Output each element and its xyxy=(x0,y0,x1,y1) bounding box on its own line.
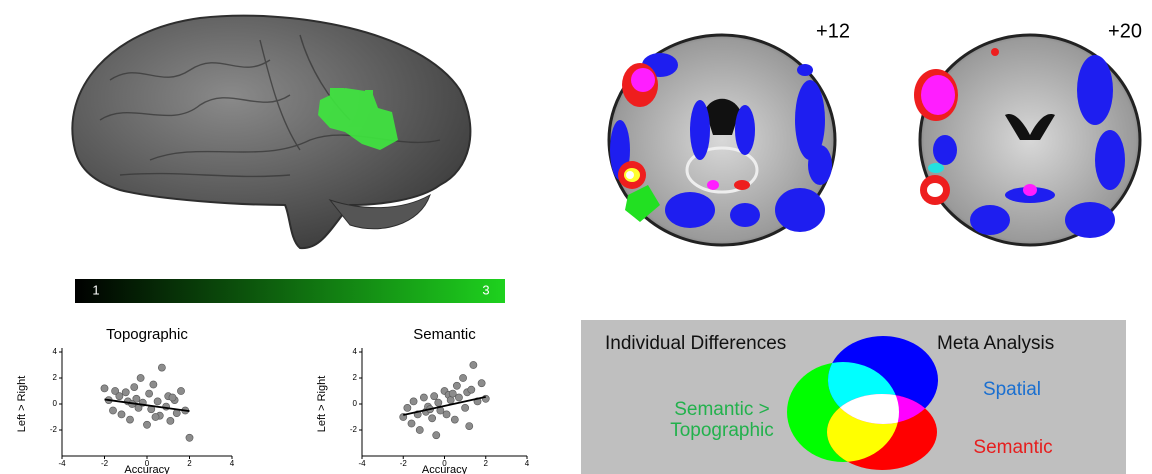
data-point xyxy=(151,413,160,421)
y-tick-label: -2 xyxy=(50,425,58,434)
x-tick-label: -4 xyxy=(58,459,66,468)
x-tick-label: 4 xyxy=(525,459,530,468)
data-point xyxy=(448,389,457,398)
data-point xyxy=(455,393,463,402)
x-tick-label: 2 xyxy=(187,459,192,468)
axial-slice-1 xyxy=(607,33,837,247)
chart-title: Semantic xyxy=(413,326,476,343)
data-point xyxy=(415,426,424,434)
x-tick-label: 0 xyxy=(145,459,150,468)
data-point xyxy=(157,363,166,372)
data-point xyxy=(403,403,412,412)
data-point xyxy=(115,392,124,401)
data-point xyxy=(469,361,478,369)
fit-line xyxy=(104,398,190,413)
x-tick-label: 4 xyxy=(230,459,235,468)
data-point xyxy=(130,383,139,391)
data-point xyxy=(430,392,439,401)
y-tick-label: 0 xyxy=(53,399,58,408)
data-point xyxy=(481,394,490,403)
venn-label: Spatial xyxy=(983,379,1041,400)
data-point xyxy=(149,380,158,389)
data-point xyxy=(121,388,130,397)
sagittal-brain xyxy=(71,14,472,250)
axial-slice-2 xyxy=(914,33,1142,247)
venn-heading: Individual Differences xyxy=(605,333,786,354)
data-point xyxy=(132,394,141,403)
data-point xyxy=(136,374,145,382)
data-point xyxy=(166,416,175,425)
data-point xyxy=(465,422,474,430)
y-tick-label: 2 xyxy=(53,373,58,382)
data-point xyxy=(428,414,437,423)
colorbar xyxy=(75,279,505,303)
x-tick-label: -4 xyxy=(358,459,366,468)
chart-title: Topographic xyxy=(106,326,188,343)
venn-label: Topographic xyxy=(670,420,774,441)
data-point xyxy=(446,396,455,404)
data-point xyxy=(432,431,441,440)
data-point xyxy=(409,397,418,406)
data-point xyxy=(153,397,162,406)
venn-label: Semantic xyxy=(973,437,1052,458)
venn-panel: Individual Differences Meta Analysis Sem… xyxy=(581,320,1126,474)
data-point xyxy=(452,381,461,390)
x-tick-label: -2 xyxy=(400,459,408,468)
y-tick-label: -2 xyxy=(350,425,358,434)
slice-label: +12 xyxy=(816,20,850,42)
venn-heading: Meta Analysis xyxy=(937,333,1054,354)
x-axis-label: Accuracy xyxy=(124,464,170,474)
y-tick-label: 0 xyxy=(353,399,358,408)
data-point xyxy=(143,420,151,429)
x-tick-label: 2 xyxy=(484,459,489,468)
data-point xyxy=(126,415,134,424)
venn-label: Semantic > xyxy=(674,399,770,420)
colorbar-min: 1 xyxy=(92,282,99,297)
x-axis-label: Accuracy xyxy=(422,464,468,474)
fit-line xyxy=(403,395,486,416)
data-point xyxy=(111,387,120,395)
data-point xyxy=(459,374,467,382)
y-tick-label: 4 xyxy=(53,347,58,356)
data-point xyxy=(467,385,476,394)
y-tick-label: 2 xyxy=(353,373,358,382)
y-axis-label: Left > Right xyxy=(316,376,328,433)
y-axis-label: Left > Right xyxy=(16,376,28,433)
x-tick-label: 0 xyxy=(442,459,447,468)
data-point xyxy=(185,433,194,442)
data-point xyxy=(434,398,443,407)
data-point xyxy=(168,393,177,402)
data-point xyxy=(407,419,416,428)
data-point xyxy=(461,403,470,412)
colorbar-max: 3 xyxy=(482,282,489,297)
x-tick-label: -2 xyxy=(101,459,109,468)
data-point xyxy=(117,410,126,419)
data-point xyxy=(145,389,154,398)
data-point xyxy=(109,406,117,415)
slice-label: +20 xyxy=(1108,20,1142,42)
y-tick-label: 4 xyxy=(353,347,358,356)
data-point xyxy=(419,393,428,402)
data-point xyxy=(100,384,109,393)
data-point xyxy=(450,415,459,424)
data-point xyxy=(477,379,486,388)
data-point xyxy=(177,387,185,395)
data-point xyxy=(442,410,451,419)
